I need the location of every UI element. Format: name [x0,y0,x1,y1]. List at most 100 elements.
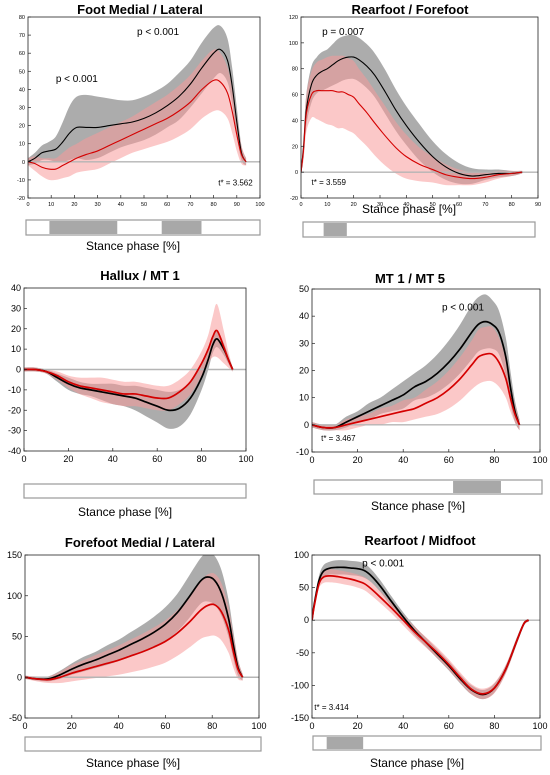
x-tick-label: 40 [398,455,408,465]
panel-2: Rearfoot / Forefoot 0 10 20 30 40 50 60 70 80 90 -2… [289,2,541,238]
plot-area [25,555,259,684]
plot-area [28,25,260,181]
threshold-annotation: t* = 3.562 [218,178,253,187]
threshold-annotation: t* = 3.559 [312,178,347,187]
x-tick-label: 60 [444,721,454,731]
x-tick-label: 0 [309,721,314,731]
x-tick-label: 80 [509,202,515,208]
y-tick-label: 50 [12,632,22,642]
y-tick-label: 100 [294,550,309,560]
x-tick-label: 0 [309,455,314,465]
sd-band-2 [312,326,520,431]
significance-bar [24,736,262,752]
mean-line-1 [301,56,523,177]
y-tick-label: -10 [17,178,25,184]
chart-title: Hallux / MT 1 [100,268,179,283]
threshold-annotation: t* = 3.414 [314,703,349,712]
y-tick-label: -20 [8,405,21,415]
x-tick-label: 20 [63,454,73,464]
y-tick-label: -30 [8,426,21,436]
x-tick-label: 80 [211,202,217,208]
x-tick-label: 100 [238,454,253,464]
y-tick-label: -20 [17,196,25,202]
significance-segment [326,737,364,749]
mean-line-2 [25,603,244,681]
y-tick-label: 50 [299,583,309,593]
x-tick-label: 10 [324,202,330,208]
significance-segment [453,481,501,493]
x-tick-label: 70 [187,202,193,208]
x-tick-label: 20 [351,202,357,208]
y-tick-label: 50 [19,69,25,75]
y-tick-label: 40 [11,283,21,293]
plot-area [312,560,540,700]
sd-band-1 [312,294,520,431]
y-tick-label: 80 [19,15,25,21]
significance-bar [313,479,543,495]
x-tick-label: 80 [489,721,499,731]
significance-segment [49,221,118,234]
chart-title: MT 1 / MT 5 [375,271,445,286]
y-tick-label: 30 [19,106,25,112]
x-tick-label: 20 [67,721,77,731]
y-tick-label: 50 [299,284,309,294]
panel-1: Foot Medial / Lateral 0 10 20 30 40 50 60 70 80 90… [17,2,265,253]
x-tick-label: 80 [207,721,217,731]
x-tick-label: 20 [353,721,363,731]
x-tick-label: 20 [353,455,363,465]
y-tick-label: 20 [11,324,21,334]
x-tick-label: 0 [21,454,26,464]
y-tick-label: -40 [8,446,21,456]
panel-3: Hallux / MT 1 0 20 40 60 80 100 -40 -30 -20 -10 0 10… [8,268,254,519]
sd-band-2 [28,49,247,181]
x-tick-label: 40 [403,202,409,208]
axes-box [311,554,541,719]
y-tick-label: 60 [19,51,25,57]
x-tick-label: 80 [489,455,499,465]
x-tick-label: 100 [532,455,547,465]
y-tick-label: 10 [11,344,21,354]
sd-band-2 [25,572,243,684]
y-tick-label: 10 [19,142,25,148]
panel-5: Forefoot Medial / Lateral 0 20 40 60 80 100 -50… [7,535,267,770]
mean-line-1 [24,338,234,412]
p-value-annotation: p < 0.001 [362,559,404,570]
y-tick-label: 40 [19,87,25,93]
panel-6: Rearfoot / Midfoot 0 20 40 60 80 100 -150 -100 -5… [291,533,548,770]
y-tick-label: 40 [292,118,298,124]
y-tick-label: -20 [290,196,298,202]
y-tick-label: 30 [299,338,309,348]
y-tick-label: 20 [19,124,25,130]
x-axis-label: Stance phase [%] [371,499,465,513]
x-tick-label: 30 [377,202,383,208]
x-axis-label: Stance phase [%] [86,756,180,770]
threshold-annotation: t* = 3.467 [321,434,356,443]
mean-line-2 [301,89,523,180]
mean-line-1 [312,320,521,429]
significance-segment [161,221,202,234]
x-tick-label: 0 [26,202,29,208]
mean-line-1 [28,48,247,163]
axes-box [300,16,539,199]
x-tick-label: 50 [141,202,147,208]
x-tick-label: 60 [160,721,170,731]
y-tick-label: 30 [11,303,21,313]
x-axis-label: Stance phase [%] [78,505,172,519]
y-tick-label: -10 [296,447,309,457]
y-tick-label: 20 [292,144,298,150]
plot-area [301,34,538,186]
y-tick-label: 0 [304,420,309,430]
x-tick-label: 70 [482,202,488,208]
x-tick-label: 100 [532,721,547,731]
y-tick-label: 100 [7,591,22,601]
x-tick-label: 50 [430,202,436,208]
y-tick-label: 10 [299,393,309,403]
x-tick-label: 60 [164,202,170,208]
sd-band-1 [24,330,233,429]
y-tick-label: 0 [304,615,309,625]
chart-title: Rearfoot / Midfoot [364,533,476,548]
chart-title: Rearfoot / Forefoot [352,2,470,17]
x-tick-label: 40 [398,721,408,731]
significance-segment [323,223,347,236]
mean-line-2 [24,329,234,400]
